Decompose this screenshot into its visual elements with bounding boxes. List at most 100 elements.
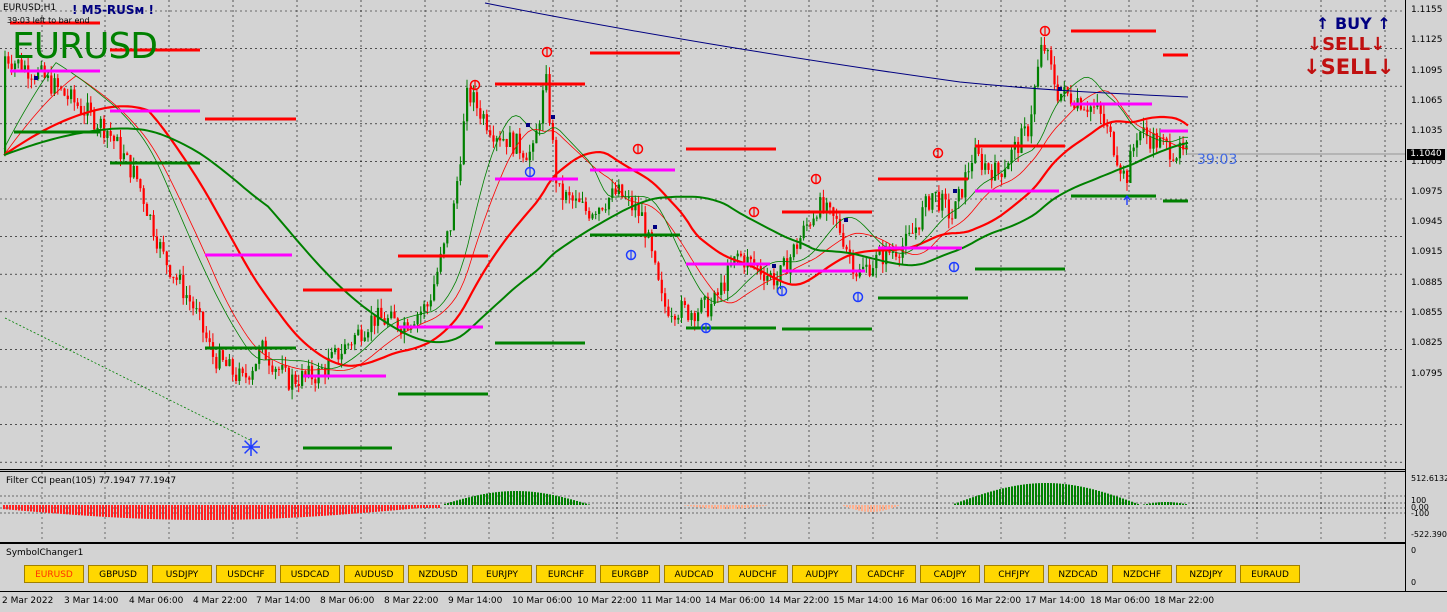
cci-bar — [303, 505, 305, 518]
cci-axis-label: -100 — [1411, 509, 1430, 518]
candle-body — [297, 384, 300, 386]
cci-bar — [711, 505, 713, 509]
candle-body — [202, 311, 205, 333]
cci-bar — [528, 491, 530, 505]
cci-bar — [309, 505, 311, 517]
candle-body — [555, 139, 558, 184]
cci-bar — [291, 505, 293, 518]
candle-body — [363, 337, 366, 341]
cci-bar — [744, 505, 746, 509]
candle-body — [644, 212, 647, 238]
symbol-button-nzdusd[interactable]: NZDUSD — [408, 565, 468, 583]
ma-medium-line — [3, 105, 1189, 367]
symbol-button-audcad[interactable]: AUDCAD — [664, 565, 724, 583]
candle-body — [584, 201, 587, 211]
cci-bar — [582, 502, 584, 505]
candle-body — [1132, 147, 1135, 152]
candle-body — [581, 201, 584, 203]
symbol-button-usdchf[interactable]: USDCHF — [216, 565, 276, 583]
cci-bar — [972, 497, 974, 505]
symbol-button-nzdjpy[interactable]: NZDJPY — [1176, 565, 1236, 583]
cci-bar — [702, 505, 704, 508]
candle-body — [677, 317, 680, 320]
candle-body — [931, 193, 934, 210]
cci-bar — [1176, 502, 1178, 505]
candle-body — [802, 225, 805, 239]
cci-bar — [393, 505, 395, 511]
cci-bar — [288, 505, 290, 518]
symbol-button-gbpusd[interactable]: GBPUSD — [88, 565, 148, 583]
symbol-button-audjpy[interactable]: AUDJPY — [792, 565, 852, 583]
symbol-button-eurusd[interactable]: EURUSD — [24, 565, 84, 583]
cci-bar — [297, 505, 299, 518]
candle-body — [881, 249, 884, 265]
symbol-button-chfjpy[interactable]: CHFJPY — [984, 565, 1044, 583]
candle-body — [142, 188, 145, 204]
symbol-button-nzdcad[interactable]: NZDCAD — [1048, 565, 1108, 583]
cci-bar — [1020, 484, 1022, 505]
symbol-button-eurgbp[interactable]: EURGBP — [600, 565, 660, 583]
cci-bar — [210, 505, 212, 520]
price-axis-label: 1.1005 — [1411, 156, 1443, 167]
cci-bar — [1005, 487, 1007, 505]
indicator-title: ! M5-RUSм ! — [72, 3, 155, 17]
candle-body — [393, 311, 396, 319]
candle-body — [901, 245, 904, 258]
up-fractal-marker — [748, 206, 760, 218]
symbol-button-cadjpy[interactable]: CADJPY — [920, 565, 980, 583]
cci-bar — [693, 505, 695, 507]
candle-body — [439, 253, 442, 272]
symbol-button-cadchf[interactable]: CADCHF — [856, 565, 916, 583]
candle-body — [235, 374, 238, 381]
cci-bar — [144, 505, 146, 519]
cci-bar — [399, 505, 401, 510]
candle-body — [776, 280, 779, 286]
cci-bar — [378, 505, 380, 512]
symbol-button-audchf[interactable]: AUDCHF — [728, 565, 788, 583]
symbol-button-nzdchf[interactable]: NZDCHF — [1112, 565, 1172, 583]
time-axis[interactable]: 2 Mar 2022 3 Mar 14:00 4 Mar 06:00 4 Mar 22… — [0, 591, 1447, 612]
candle-body — [456, 181, 459, 204]
symbol-button-eurchf[interactable]: EURCHF — [536, 565, 596, 583]
cci-bar — [729, 505, 731, 509]
symbol-button-audusd[interactable]: AUDUSD — [344, 565, 404, 583]
cci-bar — [165, 505, 167, 520]
cci-bar — [1059, 483, 1061, 505]
candle-body — [786, 258, 789, 274]
price-axis[interactable]: 1.1155 1.1125 1.1095 1.1065 1.1035 1.1005 1.09… — [1405, 0, 1447, 592]
cci-bar — [108, 505, 110, 518]
candle-body — [871, 268, 875, 276]
candle-body — [904, 233, 908, 246]
symbol-button-eurjpy[interactable]: EURJPY — [472, 565, 532, 583]
symbol-button-usdjpy[interactable]: USDJPY — [152, 565, 212, 583]
time-axis-label: 10 Mar 06:00 — [512, 596, 573, 606]
candle-body — [452, 203, 455, 231]
candle-body — [664, 293, 667, 307]
symbol-button-usdcad[interactable]: USDCAD — [280, 565, 340, 583]
cci-bar — [705, 505, 707, 509]
cci-bar — [756, 505, 758, 507]
candle-body — [337, 348, 340, 360]
candle-body — [977, 147, 980, 154]
candle-body — [588, 210, 591, 219]
cci-bar — [27, 505, 29, 512]
cci-bar — [198, 505, 200, 520]
candle-body — [739, 253, 743, 256]
candle-body — [766, 276, 769, 281]
main-chart-pane[interactable]: EURUSD,H1 ! M5-RUSм ! 39:03 left to bar … — [0, 0, 1405, 470]
candle-body — [693, 313, 696, 322]
cci-indicator-pane[interactable]: Filter CCI pean(105) 77.1947 77.1947 — [0, 471, 1405, 543]
candle-body — [268, 359, 271, 366]
candle-body — [314, 379, 317, 384]
candle-body — [819, 197, 822, 218]
down-fractal-marker — [948, 261, 960, 273]
cci-bar — [12, 505, 14, 510]
candle-body — [390, 311, 393, 319]
candle-body — [1178, 142, 1181, 159]
candle-body — [343, 344, 347, 354]
cci-bar — [3, 505, 5, 510]
cci-bar — [258, 505, 260, 520]
symbol-button-euraud[interactable]: EURAUD — [1240, 565, 1300, 583]
candle-body — [446, 231, 449, 244]
cci-bar — [963, 500, 965, 505]
